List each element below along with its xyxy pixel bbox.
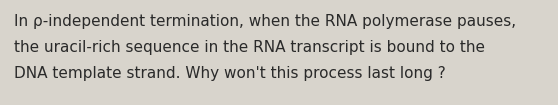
Text: DNA template strand. Why won't this process last long ?: DNA template strand. Why won't this proc… xyxy=(14,66,446,81)
Text: In ρ-independent termination, when the RNA polymerase pauses,: In ρ-independent termination, when the R… xyxy=(14,14,516,29)
Text: the uracil-rich sequence in the RNA transcript is bound to the: the uracil-rich sequence in the RNA tran… xyxy=(14,40,485,55)
